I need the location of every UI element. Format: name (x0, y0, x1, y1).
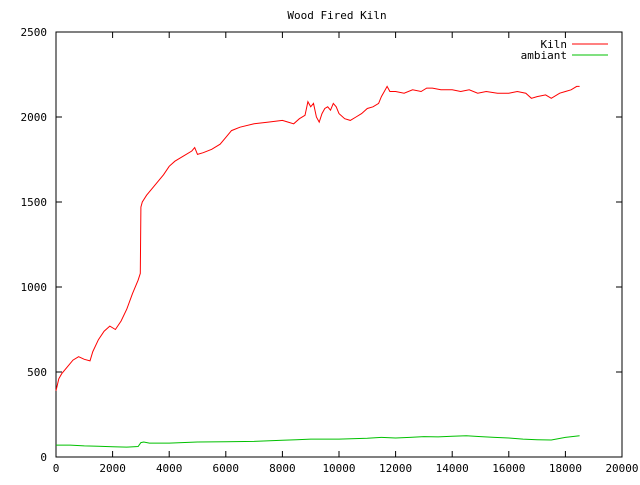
x-tick-label: 20000 (605, 462, 638, 475)
x-tick-label: 2000 (99, 462, 126, 475)
y-tick-label: 1500 (21, 196, 48, 209)
series-lines (55, 85, 580, 448)
legend-label-kiln: Kiln (541, 38, 568, 51)
series-line-ambiant (56, 435, 580, 448)
x-tick-label: 16000 (492, 462, 525, 475)
x-tick-label: 18000 (549, 462, 582, 475)
x-tick-label: 12000 (379, 462, 412, 475)
y-tick-label: 2000 (21, 111, 48, 124)
x-tick-label: 8000 (269, 462, 296, 475)
x-tick-label: 10000 (322, 462, 355, 475)
tick-marks (55, 31, 623, 458)
y-tick-label: 0 (40, 451, 47, 464)
chart-title: Wood Fired Kiln (287, 9, 386, 22)
y-tick-label: 1000 (21, 281, 48, 294)
x-tick-label: 0 (53, 462, 60, 475)
x-tick-label: 4000 (156, 462, 183, 475)
series-line-kiln (55, 85, 580, 391)
legend-label-ambiant: ambiant (521, 49, 567, 62)
x-tick-label: 14000 (436, 462, 469, 475)
y-tick-label: 2500 (21, 26, 48, 39)
tick-labels: 0 2000 4000 6000 8000 10000 12000 14000 16000 180… (21, 26, 639, 475)
x-tick-label: 6000 (213, 462, 240, 475)
y-tick-label: 500 (27, 366, 47, 379)
